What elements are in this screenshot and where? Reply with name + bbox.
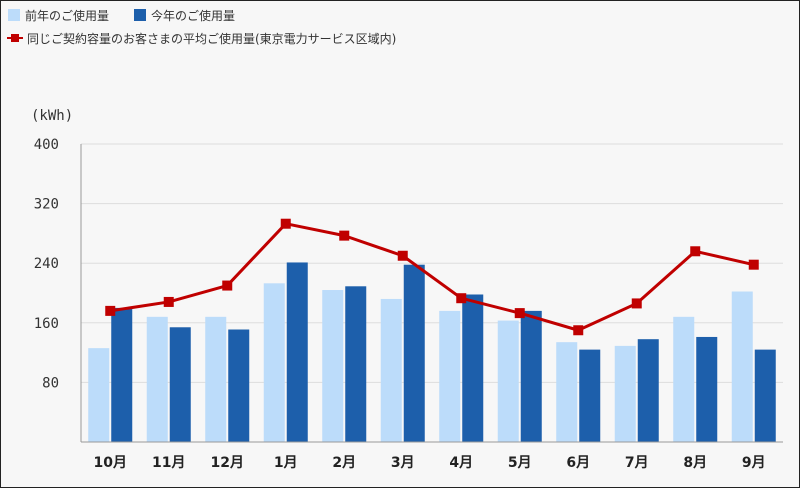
average-point-7 (456, 293, 467, 304)
y-tick-label-320: 320 (34, 197, 59, 213)
average-point-12 (748, 259, 759, 270)
bar-this-year-6 (403, 264, 425, 442)
x-tick-label-9: 6月 (566, 455, 590, 471)
legend-swatch-last-year (8, 9, 20, 21)
bar-last-year-5 (322, 290, 344, 442)
average-point-10 (631, 298, 642, 309)
bar-last-year-12 (731, 291, 753, 442)
y-axis-unit-label: (kWh) (31, 108, 73, 124)
y-tick-label-160: 160 (34, 316, 59, 332)
x-tick-label-6: 3月 (391, 455, 415, 471)
bar-this-year-3 (228, 329, 250, 442)
average-point-11 (690, 246, 701, 257)
average-point-6 (397, 250, 408, 261)
average-point-2 (163, 296, 174, 307)
x-tick-label-11: 8月 (683, 455, 707, 471)
legend-swatch-this-year (134, 9, 146, 21)
x-tick-label-4: 1月 (274, 455, 298, 471)
bar-this-year-12 (754, 349, 776, 442)
bar-this-year-5 (345, 286, 367, 442)
average-point-4 (280, 218, 291, 229)
x-tick-label-7: 4月 (449, 455, 473, 471)
bar-this-year-2 (169, 327, 191, 442)
bar-this-year-11 (696, 336, 718, 442)
bar-this-year-7 (462, 294, 484, 442)
bar-this-year-10 (637, 339, 659, 442)
bar-last-year-3 (205, 316, 227, 442)
legend-label-average: 同じご契約容量のお客さまの平均ご使用量(東京電力サービス区域内) (27, 31, 396, 46)
average-line (110, 222, 755, 332)
bar-last-year-7 (439, 310, 461, 442)
average-point-3 (222, 280, 233, 291)
legend-label-this-year: 今年のご使用量 (151, 8, 235, 23)
bar-last-year-2 (146, 316, 168, 442)
bar-this-year-9 (579, 349, 601, 442)
legend-marker-average (11, 34, 19, 42)
legend-label-last-year: 前年のご使用量 (25, 8, 109, 23)
y-tick-label-80: 80 (42, 375, 59, 391)
x-tick-label-12: 9月 (742, 455, 766, 471)
x-tick-label-5: 2月 (332, 455, 356, 471)
x-tick-label-10: 7月 (625, 455, 649, 471)
bar-last-year-10 (614, 345, 636, 442)
bar-last-year-6 (380, 298, 402, 442)
average-point-8 (514, 308, 525, 319)
x-tick-label-2: 11月 (152, 455, 185, 471)
y-axis-ticks: 80 160 240 320 400 (34, 137, 59, 391)
legend: 前年のご使用量 今年のご使用量 同じご契約容量のお客さまの平均ご使用量(東京電力… (7, 8, 396, 46)
bar-this-year-4 (286, 262, 308, 442)
axes (80, 144, 783, 443)
y-tick-label-240: 240 (34, 256, 59, 272)
bar-this-year-1 (111, 307, 133, 442)
x-tick-label-1: 10月 (94, 455, 127, 471)
x-tick-label-3: 12月 (211, 455, 244, 471)
bar-last-year-11 (673, 316, 695, 442)
bar-last-year-4 (263, 283, 285, 442)
average-point-1 (105, 305, 116, 316)
average-point-5 (339, 230, 350, 241)
x-tick-label-8: 5月 (508, 455, 532, 471)
y-tick-label-400: 400 (34, 137, 59, 153)
average-line-series (105, 218, 759, 336)
average-point-9 (573, 325, 584, 336)
grid-lines (81, 143, 783, 383)
bars (88, 262, 776, 442)
bar-last-year-8 (497, 320, 519, 442)
x-axis-ticks: 10月 11月 12月 1月 2月 3月 4月 5月 6月 7月 8月 9月 (94, 455, 766, 471)
bar-last-year-9 (556, 342, 578, 442)
bar-this-year-8 (520, 310, 542, 442)
bar-last-year-1 (88, 348, 110, 442)
